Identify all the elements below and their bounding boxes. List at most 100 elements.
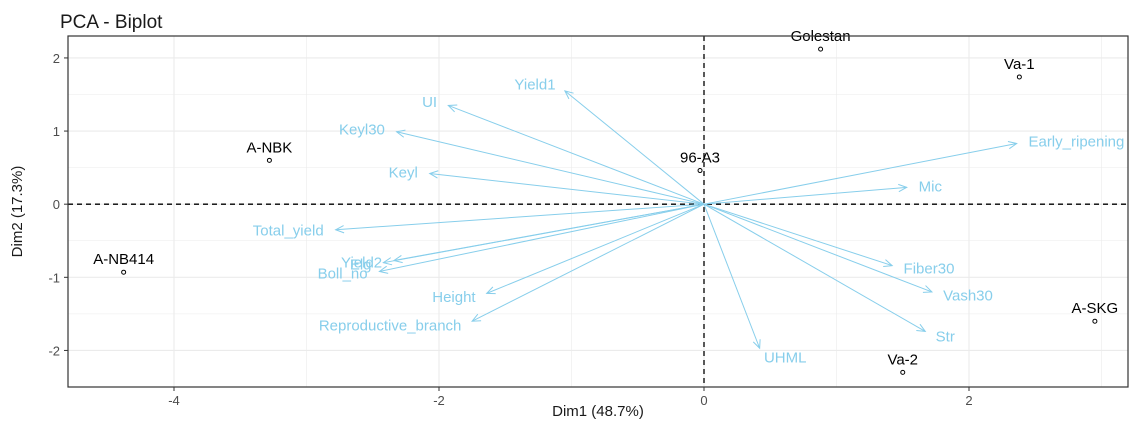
arrow-head	[1007, 140, 1018, 150]
variable-arrow-vash30: Vash30	[703, 203, 993, 305]
axis-ticks: -4 -2 0 2 -2 -1 0 1 2	[48, 51, 972, 408]
individual-label: Va-1	[1004, 56, 1035, 73]
individual-a-nbk: A-NBK	[246, 139, 292, 163]
arrow-head	[378, 265, 389, 274]
individual-points: Golestan Va-1 A-NBK 96-A3 A-NB414 A-SKG Va-2	[93, 28, 1119, 375]
arrow-head	[883, 259, 894, 268]
individual-label: Va-2	[887, 351, 918, 368]
individual-point	[1092, 318, 1098, 324]
arrow-head	[392, 255, 403, 264]
y-tick-label: -2	[48, 343, 60, 358]
variable-label: Vash30	[943, 288, 993, 305]
arrow-head	[752, 339, 761, 350]
arrow-shaft	[393, 203, 705, 261]
variable-label: Str	[936, 328, 955, 345]
variable-label: Elg	[350, 256, 372, 273]
individual-a-nb414: A-NB414	[93, 251, 154, 275]
individual-va-2: Va-2	[887, 351, 918, 375]
variable-arrow-ui: UI	[422, 94, 705, 205]
arrow-head	[916, 323, 927, 333]
variable-arrow-total_yield: Total_yield	[253, 203, 705, 239]
arrow-shaft	[429, 172, 705, 205]
variable-arrow-yield2: Yield2	[341, 203, 705, 271]
arrow-head	[922, 285, 934, 293]
individual-point	[121, 269, 127, 275]
x-tick-label: 0	[700, 393, 707, 408]
variable-label: Fiber30	[904, 261, 955, 278]
arrow-shaft	[448, 105, 705, 205]
variable-arrows: Yield1 UI Keyl30 Keyl Total_yield ElgYield2Bo…	[253, 77, 1125, 367]
arrow-head	[334, 225, 345, 234]
variable-label: UHML	[764, 350, 807, 367]
plot-panel-border	[67, 35, 1129, 388]
arrow-head	[563, 90, 574, 100]
variable-arrow-uhml: UHML	[703, 204, 807, 367]
variable-label: Early_ripening	[1028, 134, 1124, 151]
variable-label: Yield1	[514, 77, 555, 94]
variable-arrow-yield1: Yield1	[514, 77, 705, 205]
variable-arrow-keyl30: Keyl30	[339, 122, 705, 205]
variable-label: Keyl	[389, 164, 418, 181]
individual-label: A-NBK	[246, 139, 292, 156]
variable-label: Mic	[919, 179, 943, 196]
y-axis-label: Dim2 (17.3%)	[9, 166, 26, 258]
variable-label: Yield2	[341, 254, 382, 271]
y-tick-label: 2	[53, 51, 60, 66]
arrow-head	[395, 129, 406, 138]
variable-arrow-mic: Mic	[703, 179, 943, 205]
arrow-head	[898, 183, 908, 193]
individual-golestan: Golestan	[791, 28, 851, 52]
individual-label: 96-A3	[680, 150, 720, 167]
arrow-shaft	[396, 131, 705, 205]
x-tick-label: -2	[433, 393, 445, 408]
arrow-shaft	[703, 203, 926, 332]
arrow-shaft	[703, 203, 933, 293]
chart-title: PCA - Biplot	[60, 12, 163, 33]
reference-lines	[68, 36, 1128, 387]
individual-96-a3: 96-A3	[680, 150, 720, 174]
individual-point	[266, 157, 272, 163]
y-tick-label: 0	[53, 197, 60, 212]
variable-arrow-keyl: Keyl	[389, 164, 705, 205]
y-tick-label: 1	[53, 124, 60, 139]
variable-arrow-str: Str	[703, 203, 955, 345]
individual-point	[900, 369, 906, 375]
variable-label: Boll_no	[318, 265, 368, 282]
arrow-head	[485, 286, 496, 295]
variable-label: Total_yield	[253, 222, 324, 239]
x-tick-label: 2	[965, 393, 972, 408]
arrow-head	[428, 170, 439, 179]
y-tick-label: -1	[48, 270, 60, 285]
individual-point	[818, 46, 824, 52]
arrow-head	[447, 104, 458, 113]
arrow-shaft	[703, 203, 893, 267]
variable-arrow-elg: Elg	[350, 203, 705, 273]
variable-arrow-fiber30: Fiber30	[703, 203, 955, 278]
arrow-shaft	[486, 203, 705, 294]
arrow-head	[471, 313, 482, 322]
variable-label: Reproductive_branch	[319, 318, 462, 335]
variable-arrow-height: Height	[432, 203, 705, 306]
arrow-shaft	[379, 203, 705, 272]
arrow-shaft	[703, 143, 1017, 205]
individual-a-skg: A-SKG	[1072, 300, 1119, 324]
arrow-head	[382, 257, 393, 266]
variable-arrow-boll_no: Boll_no	[318, 203, 705, 282]
arrow-shaft	[471, 203, 705, 322]
variable-label: Height	[432, 289, 476, 306]
individual-label: A-NB414	[93, 251, 154, 268]
arrow-shaft	[703, 204, 761, 349]
arrow-shaft	[335, 203, 705, 231]
individual-point	[1016, 74, 1022, 80]
arrow-shaft	[703, 186, 907, 205]
individual-label: A-SKG	[1072, 300, 1119, 317]
x-tick-label: -4	[168, 393, 180, 408]
individual-label: Golestan	[791, 28, 851, 45]
variable-arrow-reproductive_branch: Reproductive_branch	[319, 203, 705, 335]
arrow-shaft	[564, 90, 705, 205]
individual-point	[697, 168, 703, 174]
individual-va-1: Va-1	[1004, 56, 1035, 80]
variable-label: Keyl30	[339, 122, 385, 139]
variable-label: UI	[422, 94, 437, 111]
